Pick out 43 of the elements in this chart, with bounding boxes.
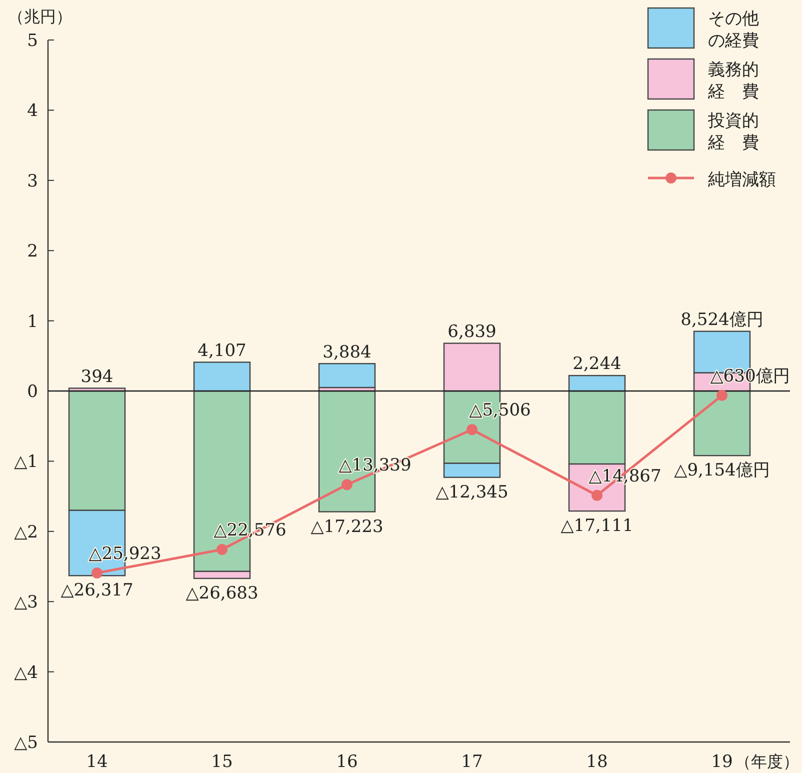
x-axis-title: （年度） [735,752,799,771]
point [92,567,102,578]
x-tick-label: 15 [211,752,233,772]
annotation: △17,223 [310,516,384,537]
bar [318,363,376,388]
point [466,424,478,436]
annotation: 394 [80,367,114,388]
annotation: 8,524億円 [680,310,764,330]
point [342,479,352,490]
y-tick-label: △3 [14,592,38,613]
y-axis-title: （兆円） [8,7,72,26]
y-tick-label: 0 [27,382,38,402]
y-tick-label: 2 [27,242,38,262]
point [216,544,228,555]
annotation: △26,317 [60,580,134,601]
annotation: 2,244 [572,354,622,374]
point [592,490,602,501]
y-tick-label: 1 [27,312,38,332]
y-tick-label: △5 [14,733,38,753]
annotation: △17,111 [560,516,634,536]
annotation: △26,683 [186,583,258,604]
annotation: 6,839 [448,322,496,342]
legend-label: 投資的経費 [707,111,759,153]
x-tick-label: 19 [711,752,733,772]
annotation: △9,154億円 [674,460,770,480]
y-tick-label: 5 [27,31,38,51]
legend-label: 義務的経費 [707,60,759,102]
annotation: 3,884 [322,342,372,363]
point [716,390,728,401]
annotation: 4,107 [198,341,246,362]
y-tick-label: △4 [14,662,38,683]
y-tick-label: 4 [27,101,38,122]
x-tick-label: 14 [86,752,108,772]
x-tick-label: 17 [461,752,483,772]
y-tick-label: △2 [14,522,38,542]
annotation: △12,345 [436,482,508,503]
legend-label: その他の経費 [708,9,759,51]
legend-label: 純増減額 [708,170,776,190]
annotation: △14,867 [588,466,662,486]
y-tick-label: 3 [27,171,38,192]
x-tick-label: 18 [586,752,608,772]
y-tick-label: △1 [14,452,38,472]
x-tick-label: 16 [336,752,358,772]
